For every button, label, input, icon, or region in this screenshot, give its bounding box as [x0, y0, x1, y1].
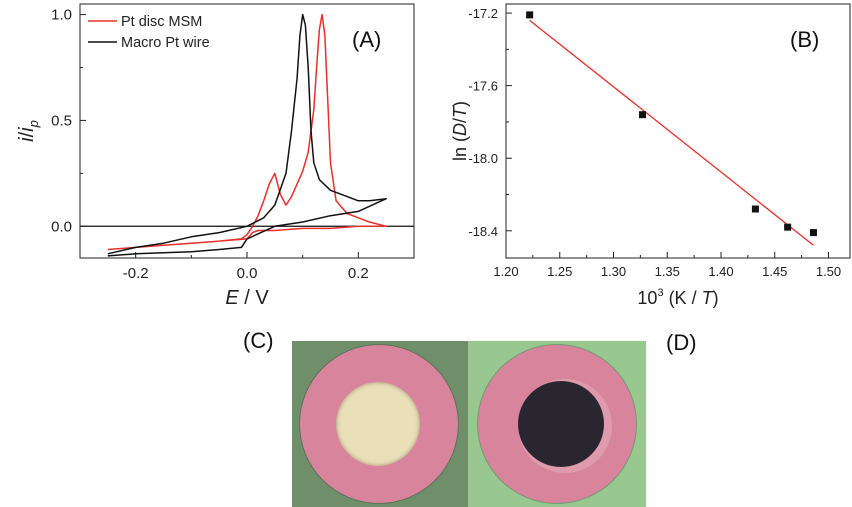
chart-b-y-tick-label: -18.0: [468, 151, 498, 166]
chart-a-legend-label: Pt disc MSM: [121, 14, 202, 30]
chart-b-x-tick-label: 1.35: [655, 264, 680, 279]
chart-b-svg: 1.20 1.25 1.30 1.35 1.40 1.45 1.50 -17.2 -17.6 -1…: [450, 3, 851, 308]
chart-a: -0.2 0.0 0.2 0.0 0.5 1.0 E / V i/ip Pt disc MSM M…: [0, 0, 420, 330]
chart-b-x-tick-label: 1.25: [547, 264, 572, 279]
chart-a-legend-label: Macro Pt wire: [121, 35, 210, 51]
chart-b-plot-frame: [505, 3, 851, 259]
chart-a-x-tick-label: -0.2: [123, 265, 149, 282]
chart-b-y-tick-label: -17.2: [468, 6, 498, 21]
chart-a-y-tick-label: 0.5: [51, 112, 72, 129]
chart-b-fit-line: [529, 19, 814, 246]
chart-b-x-tick-label: 1.30: [601, 264, 626, 279]
chart-a-series-line-1: [107, 13, 387, 251]
chart-b-data-point: [526, 11, 534, 19]
chart-b-panel-label: (B): [790, 27, 819, 52]
chart-a-x-tick-label: 0.2: [348, 265, 369, 282]
electrode-disc-d: [518, 381, 604, 467]
chart-b-data-point: [809, 229, 817, 237]
chart-a-x-tick-label: 0.0: [237, 265, 258, 282]
chart-a-y-axis-label: i/ip: [16, 120, 41, 142]
chart-b-x-tick-label: 1.40: [708, 264, 733, 279]
chart-b-data-point: [639, 111, 647, 119]
chart-b-y-tick-label: -18.4: [468, 224, 498, 239]
chart-b-x-tick-label: 1.50: [816, 264, 841, 279]
electrode-disc-c: [336, 382, 420, 466]
micrograph-d: [468, 341, 646, 507]
chart-a-x-axis-label: E / V: [225, 287, 269, 309]
chart-b-y-tick-label: -17.6: [468, 79, 498, 94]
micrograph-c: [292, 341, 468, 507]
chart-a-series-line-2: [107, 13, 387, 257]
chart-b-x-axis-label: 103 (K / T): [637, 287, 718, 308]
chart-b-x-tick-label: 1.45: [762, 264, 787, 279]
chart-a-svg: -0.2 0.0 0.2 0.0 0.5 1.0 E / V i/ip Pt disc MSM M…: [16, 3, 415, 309]
chart-b-x-tick-label: 1.20: [493, 264, 518, 279]
chart-b: 1.20 1.25 1.30 1.35 1.40 1.45 1.50 -17.2 -17.6 -1…: [428, 0, 852, 330]
chart-a-y-tick-label: 0.0: [51, 218, 72, 235]
chart-a-y-tick-label: 1.0: [51, 7, 72, 24]
chart-b-data-point: [751, 205, 759, 213]
chart-a-panel-label: (A): [352, 27, 381, 52]
label-c: (C): [243, 328, 274, 353]
label-d: (D): [666, 330, 697, 355]
chart-b-y-axis-label: ln (D/T): [450, 101, 470, 161]
chart-b-data-point: [784, 223, 792, 231]
